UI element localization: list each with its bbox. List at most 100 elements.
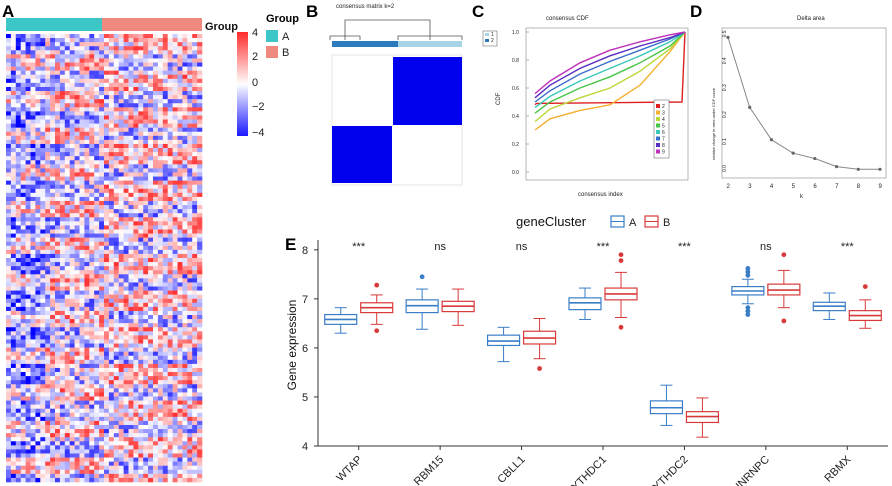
heatmap-cell [133,477,139,483]
heatmap-cell [143,380,149,385]
heatmap-cell [6,46,12,51]
heatmap-cell [133,359,139,365]
heatmap-cell [10,282,17,287]
heatmap-cell [99,131,105,137]
heatmap-cell [10,107,17,112]
heatmap-cell [162,302,168,308]
heatmap-cell [35,266,41,271]
heatmap-cell [157,319,164,324]
heatmap-cell [84,74,90,80]
heatmap-cell [104,266,110,271]
heatmap-cell [128,441,134,446]
heatmap-cell [6,99,12,104]
heatmap-cell [143,50,149,55]
heatmap-cell [187,103,193,108]
heatmap-cell [162,213,168,218]
heatmap-cell [99,323,105,328]
heatmap-cell [177,461,183,467]
heatmap-cell [143,274,149,279]
heatmap-cell [197,143,203,149]
heatmap-cell [128,274,134,279]
heatmap-cell [25,131,31,137]
heatmap-cell [182,392,188,397]
heatmap-cell [148,217,154,222]
heatmap-cell [89,461,95,467]
heatmap-cell [157,449,164,454]
heatmap-cell [99,78,105,84]
heatmap-cell [74,461,80,467]
heatmap-cell [79,205,85,210]
heatmap-cell [6,54,12,59]
heatmap-cell [50,282,56,287]
heatmap-cell [55,229,61,234]
heatmap-cell [138,237,144,243]
heatmap-cell [15,359,21,365]
heatmap-cell [104,143,110,149]
heatmap-cell [148,424,154,430]
heatmap-cell [133,54,139,59]
heatmap-cell [55,241,61,247]
heatmap-cell [133,376,139,381]
heatmap-cell [79,258,85,263]
heatmap-cell [30,91,36,96]
heatmap-cell [167,119,173,124]
heatmap-cell [59,213,66,218]
heatmap-cell [128,404,134,409]
delta-point [791,151,795,155]
heatmap-cell [50,367,56,373]
heatmap-cell [128,123,134,128]
heatmap-cell [177,441,183,446]
heatmap-cell [108,213,115,218]
heatmap-cell [187,388,193,393]
heatmap-cell [6,103,12,108]
heatmap-cell [40,221,46,226]
heatmap-cell [84,404,90,409]
heatmap-cell [153,176,159,181]
heatmap-cell [89,225,95,230]
heatmap-cell [113,62,119,67]
heatmap-cell [133,176,139,181]
heatmap-cell [35,50,41,55]
heatmap-cell [89,180,95,185]
heatmap-cell [104,241,110,247]
heatmap-cell [10,412,17,418]
heatmap-cell [118,229,124,234]
heatmap-cell [143,258,149,263]
heatmap-cell [40,315,46,320]
heatmap-cell [108,396,115,401]
heatmap-cell [104,229,110,234]
heatmap-cell [192,465,198,471]
heatmap-cell [138,323,144,328]
heatmap-cell [15,192,21,198]
heatmap-cell [84,107,90,112]
heatmap-cell [167,172,173,177]
heatmap-cell [187,131,193,137]
heatmap-cell [143,54,149,59]
heatmap-cell [69,465,75,471]
heatmap-cell [69,78,75,84]
heatmap-cell [6,339,12,344]
heatmap-cell [94,278,100,283]
heatmap-cell [79,278,85,283]
heatmap-cell [20,380,26,385]
heatmap-cell [10,274,17,279]
heatmap-cell [30,363,36,369]
heatmap-cell [197,347,203,352]
heatmap-cell [153,469,159,475]
heatmap-cell [20,286,26,291]
heatmap-cell [177,196,183,202]
heatmap-cell [40,270,46,275]
heatmap-cell [30,457,36,462]
heatmap-cell [50,355,56,361]
heatmap-cell [74,282,80,287]
heatmap-cell [35,433,41,438]
heatmap-cell [20,241,26,247]
heatmap-cell [148,119,154,124]
heatmap-cell [187,54,193,59]
heatmap-cell [192,266,198,271]
heatmap-cell [10,127,17,133]
heatmap-cell [123,245,129,251]
heatmap-cell [74,396,80,401]
heatmap-cell [153,359,159,365]
heatmap-cell [157,229,164,234]
